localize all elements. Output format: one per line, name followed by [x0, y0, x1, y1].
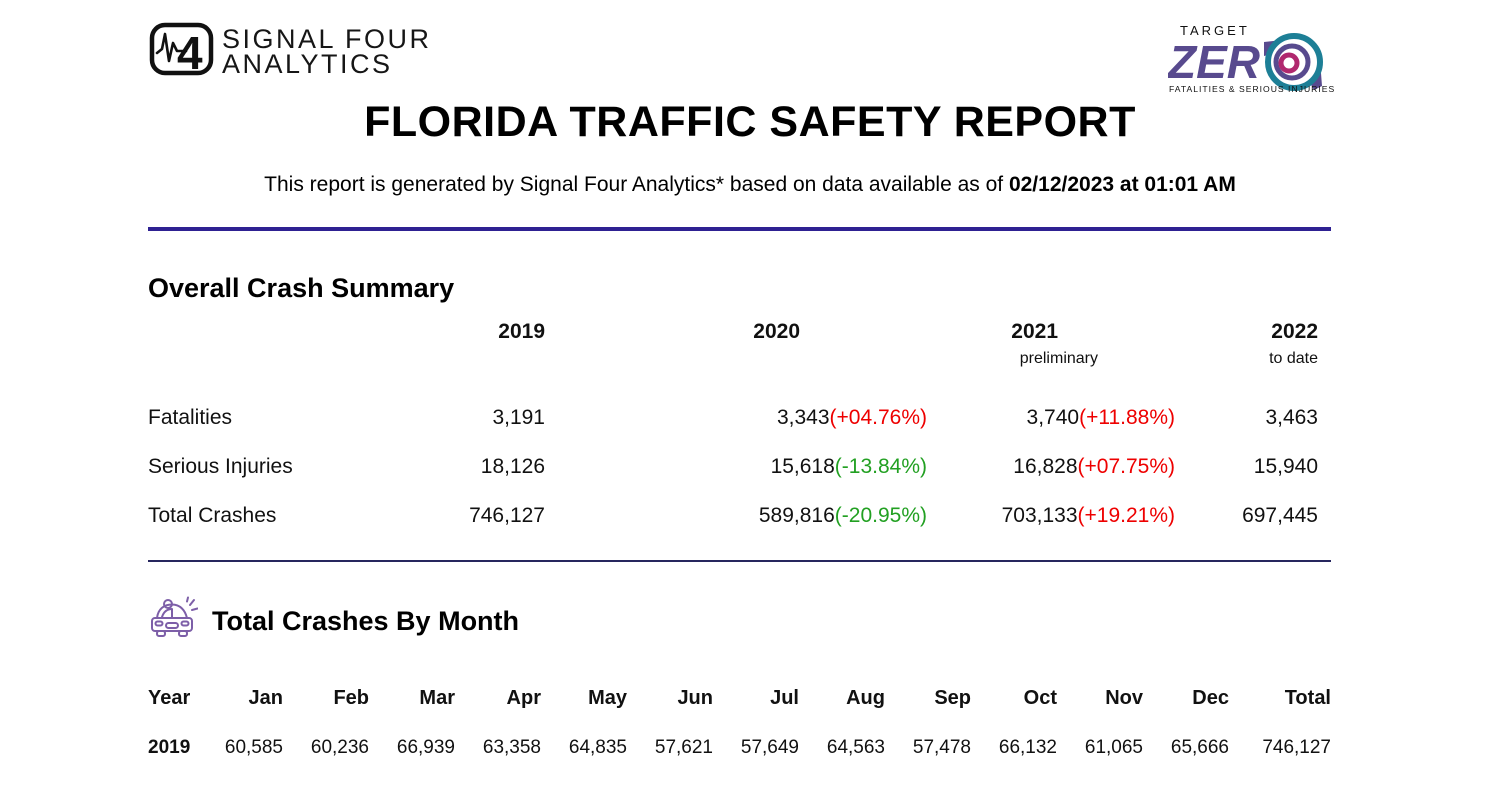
month-row-year: 2019 — [148, 737, 191, 758]
signal-four-waveform-icon: 4 — [148, 20, 216, 83]
summary-cell: 3,463 — [1265, 405, 1318, 429]
summary-cell: 15,618(-13.84%) — [770, 454, 927, 478]
month-col-header: Year — [148, 686, 191, 709]
summary-table-header: 2019 2020 2021 preliminary 2022 to date — [148, 320, 1318, 369]
target-zero-logo: TARGET ZER FATALITIES & SERIOUS INJURIES — [1166, 18, 1346, 99]
summary-cell: 746,127 — [469, 503, 545, 527]
month-cell: 66,939 — [396, 737, 455, 758]
target-zero-wordmark: ZER — [1168, 36, 1260, 88]
month-col-header: Jan — [248, 686, 283, 709]
month-cell: 60,585 — [224, 737, 283, 758]
month-cell: 57,478 — [912, 737, 971, 758]
summary-cell: 703,133(+19.21%) — [1001, 503, 1175, 527]
monthly-table: Year Jan Feb Mar Apr May Jun Jul Aug Sep… — [148, 673, 1331, 785]
month-col-header: Aug — [846, 686, 885, 709]
summary-cell: 3,740(+11.88%) — [1026, 405, 1175, 429]
signal-four-logo: 4 SIGNAL FOUR ANALYTICS — [148, 20, 432, 83]
summary-col-2022: 2022 to date — [1269, 320, 1318, 367]
report-content: Overall Crash Summary 2019 2020 2021 pre… — [148, 227, 1331, 785]
month-cell: 61,065 — [1084, 737, 1143, 758]
summary-row-label: Total Crashes — [148, 503, 277, 527]
month-col-header: Jul — [770, 686, 799, 709]
target-zero-top-text: TARGET — [1180, 23, 1250, 38]
pct-change: (-13.84%) — [834, 454, 927, 478]
section-divider-top — [148, 227, 1331, 231]
subtitle-text: This report is generated by Signal Four … — [264, 173, 1009, 196]
page-title: FLORIDA TRAFFIC SAFETY REPORT — [364, 98, 1136, 146]
summary-col-2019: 2019 — [498, 320, 545, 343]
section-divider-middle — [148, 560, 1331, 562]
summary-col-2020: 2020 — [753, 320, 800, 343]
monthly-heading: Total Crashes By Month — [148, 596, 1331, 647]
police-car-icon — [148, 596, 199, 647]
summary-row-label: Serious Injuries — [148, 454, 293, 478]
month-col-header: Oct — [1023, 686, 1057, 709]
summary-cell: 697,445 — [1242, 503, 1318, 527]
summary-cell: 589,816(-20.95%) — [758, 503, 927, 527]
summary-cell: 18,126 — [480, 454, 545, 478]
month-col-header: Feb — [333, 686, 369, 709]
subtitle-date: 02/12/2023 at 01:01 AM — [1008, 173, 1236, 196]
month-col-header: Nov — [1105, 686, 1143, 709]
summary-table-body: Fatalities 3,191 3,343(+04.76%) 3,740(+1… — [148, 393, 1318, 540]
month-col-header: Total — [1284, 686, 1331, 709]
pct-change: (+04.76%) — [829, 405, 927, 429]
signal-four-wordmark: SIGNAL FOUR ANALYTICS — [222, 23, 432, 79]
signal-four-badge: 4 — [177, 27, 203, 78]
pct-change: (+19.21%) — [1077, 503, 1175, 527]
signal-four-line1: SIGNAL FOUR — [222, 23, 432, 54]
month-cell: 66,132 — [998, 737, 1057, 758]
month-col-header: Sep — [934, 686, 971, 709]
month-cell: 64,835 — [568, 737, 627, 758]
month-cell: 63,358 — [482, 737, 541, 758]
month-cell: 746,127 — [1262, 737, 1331, 758]
month-col-header: May — [588, 686, 627, 709]
target-zero-bottom-text: FATALITIES & SERIOUS INJURIES — [1169, 84, 1335, 94]
month-cell: 60,236 — [310, 737, 369, 758]
pct-change: (+07.75%) — [1077, 454, 1175, 478]
month-cell: 64,563 — [826, 737, 885, 758]
signal-four-line2: ANALYTICS — [222, 48, 393, 79]
summary-cell: 16,828(+07.75%) — [1013, 454, 1175, 478]
month-cell: 65,666 — [1170, 737, 1229, 758]
summary-cell: 3,191 — [492, 405, 545, 429]
month-col-header: Jun — [677, 686, 713, 709]
summary-heading: Overall Crash Summary — [148, 273, 455, 303]
summary-cell: 3,343(+04.76%) — [776, 405, 927, 429]
monthly-heading-text: Total Crashes By Month — [212, 606, 520, 636]
summary-row-label: Fatalities — [148, 405, 233, 429]
summary-col-2021: 2021 preliminary — [1011, 320, 1098, 367]
month-col-header: Mar — [419, 686, 455, 709]
report-subtitle: This report is generated by Signal Four … — [0, 173, 1500, 197]
month-col-header: Dec — [1192, 686, 1229, 709]
month-cell: 57,649 — [740, 737, 799, 758]
summary-col-label — [148, 320, 378, 369]
pct-change: (+11.88%) — [1079, 405, 1175, 429]
summary-cell: 15,940 — [1253, 454, 1318, 478]
pct-change: (-20.95%) — [834, 503, 927, 527]
month-cell: 57,621 — [654, 737, 713, 758]
month-col-header: Apr — [506, 686, 541, 709]
